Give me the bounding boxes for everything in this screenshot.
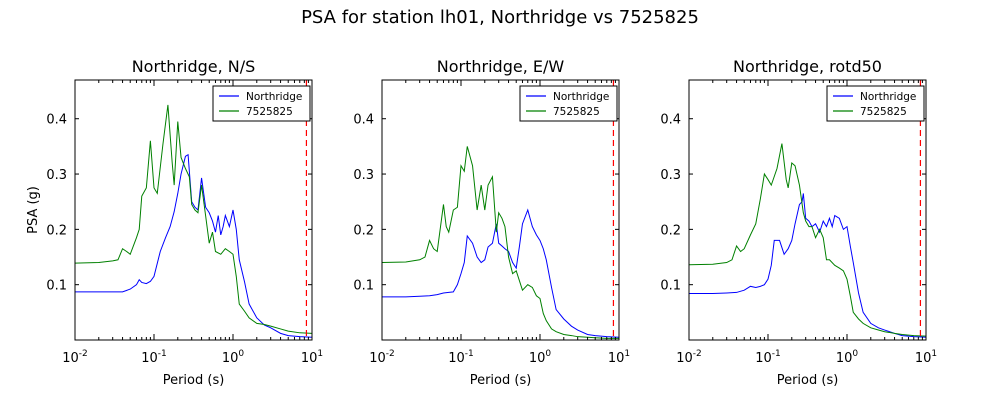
y-tick-label: 0.1	[660, 279, 681, 294]
y-tick-label: 0.3	[660, 168, 681, 183]
subplot-title: Northridge, E/W	[437, 57, 565, 76]
legend: Northridge 7525825	[826, 85, 925, 122]
x-tick-label: 10-2	[369, 349, 395, 366]
legend-label-northridge: Northridge	[246, 91, 302, 103]
y-tick-label: 0.2	[46, 223, 67, 238]
y-tick-label: 0.3	[46, 168, 67, 183]
legend-label-7525825: 7525825	[860, 106, 907, 118]
x-tick-label: 10-2	[676, 349, 702, 366]
x-tick-label: 100	[836, 349, 859, 366]
subplot-title: Northridge, rotd50	[733, 57, 882, 76]
x-axis-label: Period (s)	[777, 373, 839, 388]
x-tick-label: 100	[222, 349, 245, 366]
x-axis-label: Period (s)	[470, 373, 532, 388]
figure-title: PSA for station lh01, Northridge vs 7525…	[301, 7, 699, 28]
chart-panel-3: 0.1 0.2 0.3 0.4 10-2 10-1 100 101 Northridge, ro…	[660, 57, 937, 388]
axes-frame	[381, 79, 620, 341]
y-tick-label: 0.4	[46, 113, 67, 128]
x-tick-label: 10-1	[755, 349, 781, 366]
x-tick-label: 10-1	[448, 349, 474, 366]
legend-label-7525825: 7525825	[553, 106, 600, 118]
x-tick-label: 101	[915, 349, 937, 366]
legend-label-7525825: 7525825	[246, 106, 293, 118]
x-axis-label: Period (s)	[163, 373, 225, 388]
series-line-7525825	[75, 104, 312, 334]
chart-panel-1: 0.1 0.2 0.3 0.4 10-2 10-1 100 101 Northridge, N/…	[26, 57, 323, 388]
y-tick-label: 0.2	[353, 223, 374, 238]
series-line-7525825	[689, 143, 926, 337]
series-line-northridge	[75, 153, 312, 338]
series-line-northridge	[689, 193, 926, 338]
series-line-northridge	[382, 208, 619, 338]
x-tick-label: 101	[301, 349, 323, 366]
plot-area	[689, 80, 926, 340]
y-tick-label: 0.2	[660, 223, 681, 238]
y-tick-label: 0.1	[353, 279, 374, 294]
x-tick-label: 10-1	[141, 349, 167, 366]
y-tick-label: 0.1	[46, 279, 67, 294]
legend-box	[212, 85, 311, 122]
axes-frame	[688, 79, 927, 341]
axes-frame	[74, 79, 313, 341]
y-tick-label: 0.3	[353, 168, 374, 183]
legend: Northridge 7525825	[519, 85, 618, 122]
chart-panel-2: 0.1 0.2 0.3 0.4 10-2 10-1 100 101 Northridge, E/…	[353, 57, 630, 388]
x-tick-label: 100	[529, 349, 552, 366]
series-line-7525825	[382, 146, 619, 339]
plot-area	[75, 80, 312, 340]
x-tick-label: 10-2	[62, 349, 88, 366]
y-tick-label: 0.4	[660, 113, 681, 128]
subplot-title: Northridge, N/S	[132, 57, 256, 76]
legend-label-northridge: Northridge	[553, 91, 609, 103]
y-tick-label: 0.4	[353, 113, 374, 128]
x-tick-label: 101	[608, 349, 630, 366]
legend: Northridge 7525825	[212, 85, 311, 122]
y-axis-label: PSA (g)	[26, 186, 41, 234]
legend-box	[826, 85, 925, 122]
legend-label-northridge: Northridge	[860, 91, 916, 103]
legend-box	[519, 85, 618, 122]
